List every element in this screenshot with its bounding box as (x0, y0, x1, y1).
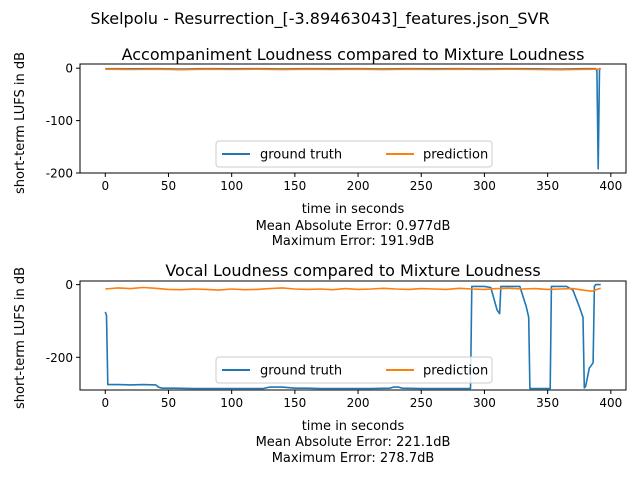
max-error-text: Maximum Error: 191.9dB (272, 234, 435, 249)
y-axis-label: short-term LUFS in dB (13, 267, 28, 409)
series-line-prediction (105, 286, 601, 293)
series-line-prediction (105, 68, 601, 71)
legend-label-ground-truth: ground truth (260, 148, 342, 163)
mae-text: Mean Absolute Error: 221.1dB (256, 435, 451, 450)
x-tick-label: 200 (347, 396, 370, 410)
y-tick-label: 0 (65, 62, 73, 76)
legend: ground truth prediction (215, 140, 493, 168)
chart-accompaniment: Accompaniment Loudness compared to Mixtu… (13, 45, 627, 249)
mae-text: Mean Absolute Error: 0.977dB (256, 219, 451, 234)
series-lines (105, 67, 601, 170)
x-tick-label: 0 (101, 396, 109, 410)
series-lines (104, 283, 601, 390)
figure-suptitle: Skelpolu - Resurrection_[-3.89463043]_fe… (90, 9, 549, 29)
x-tick-label: 300 (473, 396, 496, 410)
legend-label-ground-truth: ground truth (260, 364, 342, 379)
legend-box (215, 356, 493, 384)
x-tick-label: 400 (599, 179, 622, 193)
chart-title: Vocal Loudness compared to Mixture Loudn… (165, 261, 540, 280)
x-tick-label: 350 (536, 396, 559, 410)
y-ticks: -200 0 (46, 278, 80, 365)
legend-label-prediction: prediction (423, 364, 488, 379)
x-tick-label: 350 (536, 179, 559, 193)
legend-box (215, 140, 493, 168)
y-tick-label: -200 (46, 167, 73, 181)
series-line-ground-truth (104, 283, 601, 390)
x-tick-label: 150 (283, 396, 306, 410)
x-ticks: 0 50 100 150 200 250 300 350 400 (101, 390, 622, 410)
max-error-text: Maximum Error: 278.7dB (272, 451, 435, 466)
legend-label-prediction: prediction (423, 148, 488, 163)
x-tick-label: 150 (283, 179, 306, 193)
axes-frame (79, 63, 627, 174)
x-tick-label: 250 (410, 396, 433, 410)
x-tick-label: 100 (220, 396, 243, 410)
y-tick-label: -100 (46, 114, 73, 128)
x-axis-label: time in seconds (302, 419, 405, 434)
axes-frame (79, 280, 627, 391)
chart-title: Accompaniment Loudness compared to Mixtu… (122, 45, 585, 64)
x-tick-label: 250 (410, 179, 433, 193)
chart-vocal: Vocal Loudness compared to Mixture Loudn… (13, 261, 627, 466)
x-ticks: 0 50 100 150 200 250 300 350 400 (101, 173, 622, 193)
x-tick-label: 300 (473, 179, 496, 193)
x-tick-label: 100 (220, 179, 243, 193)
x-tick-label: 200 (347, 179, 370, 193)
y-tick-label: -200 (46, 351, 73, 365)
legend: ground truth prediction (215, 356, 493, 384)
x-tick-label: 0 (101, 179, 109, 193)
x-axis-label: time in seconds (302, 202, 405, 217)
y-ticks: -200 -100 0 (46, 62, 80, 181)
x-tick-label: 400 (599, 396, 622, 410)
x-tick-label: 50 (161, 396, 176, 410)
y-tick-label: 0 (65, 278, 73, 292)
y-axis-label: short-term LUFS in dB (13, 52, 28, 194)
x-tick-label: 50 (161, 179, 176, 193)
